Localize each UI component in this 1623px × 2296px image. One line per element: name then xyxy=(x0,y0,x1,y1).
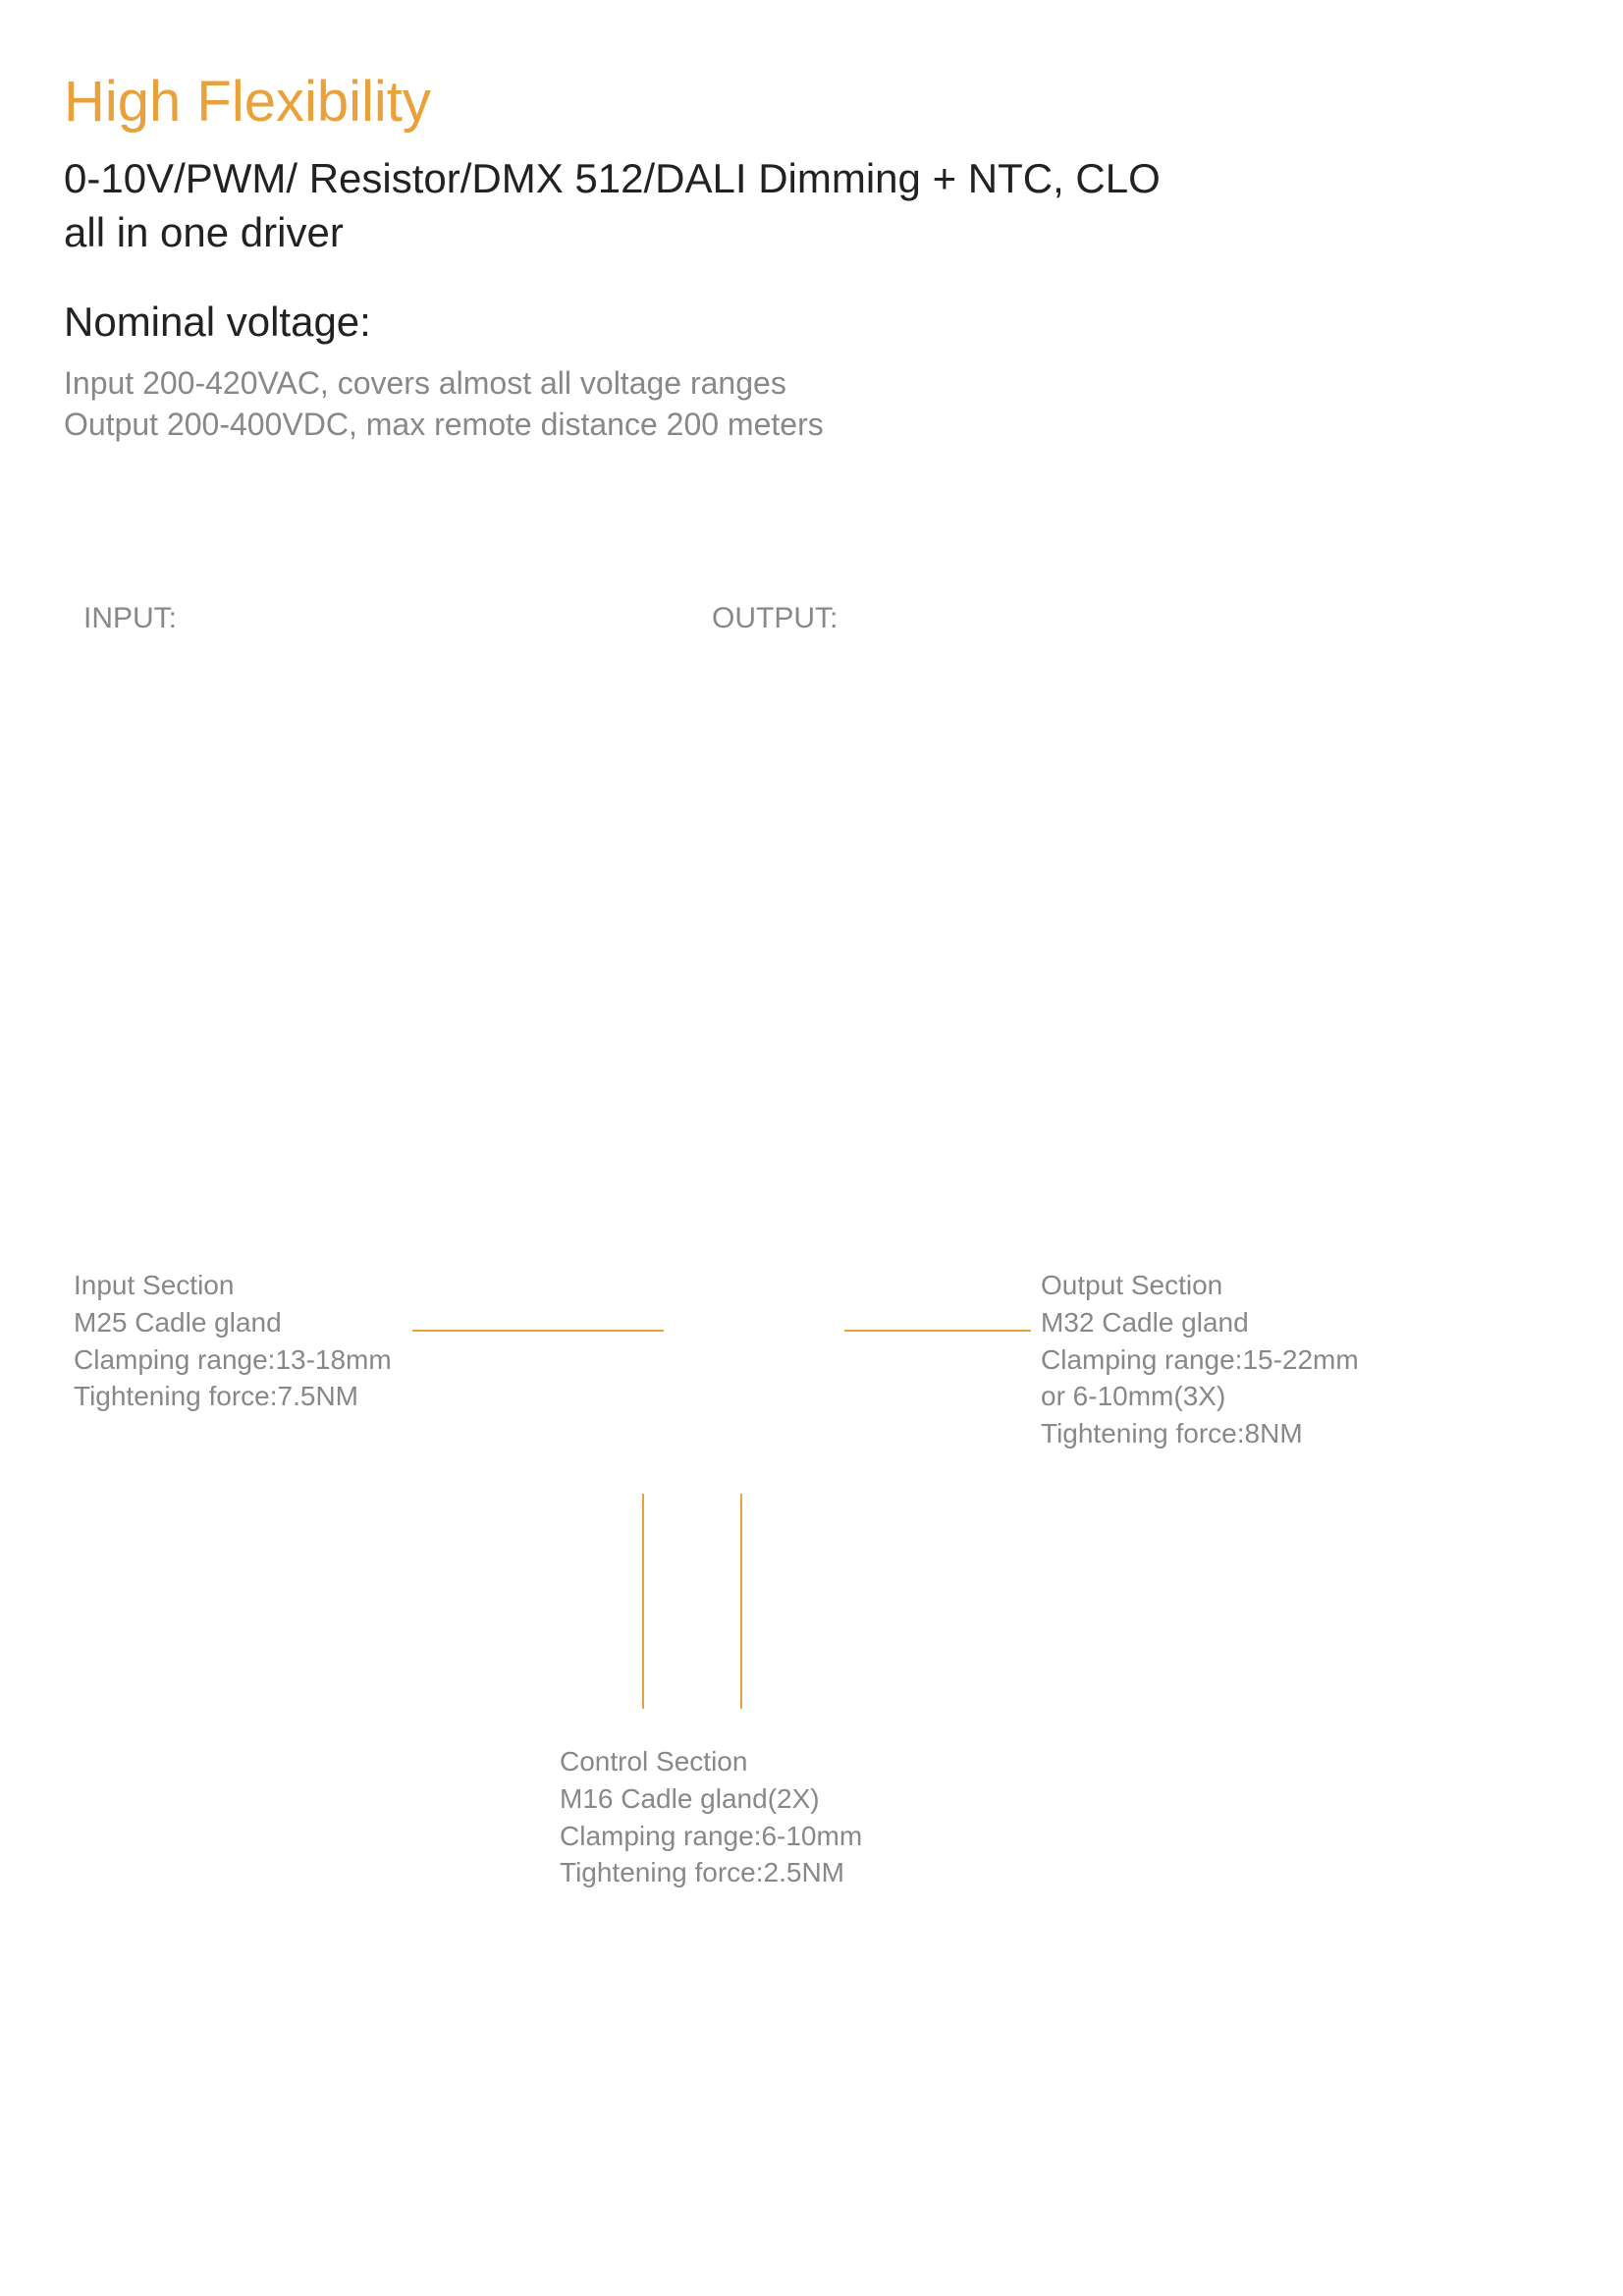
leader-lines xyxy=(0,0,1623,2296)
